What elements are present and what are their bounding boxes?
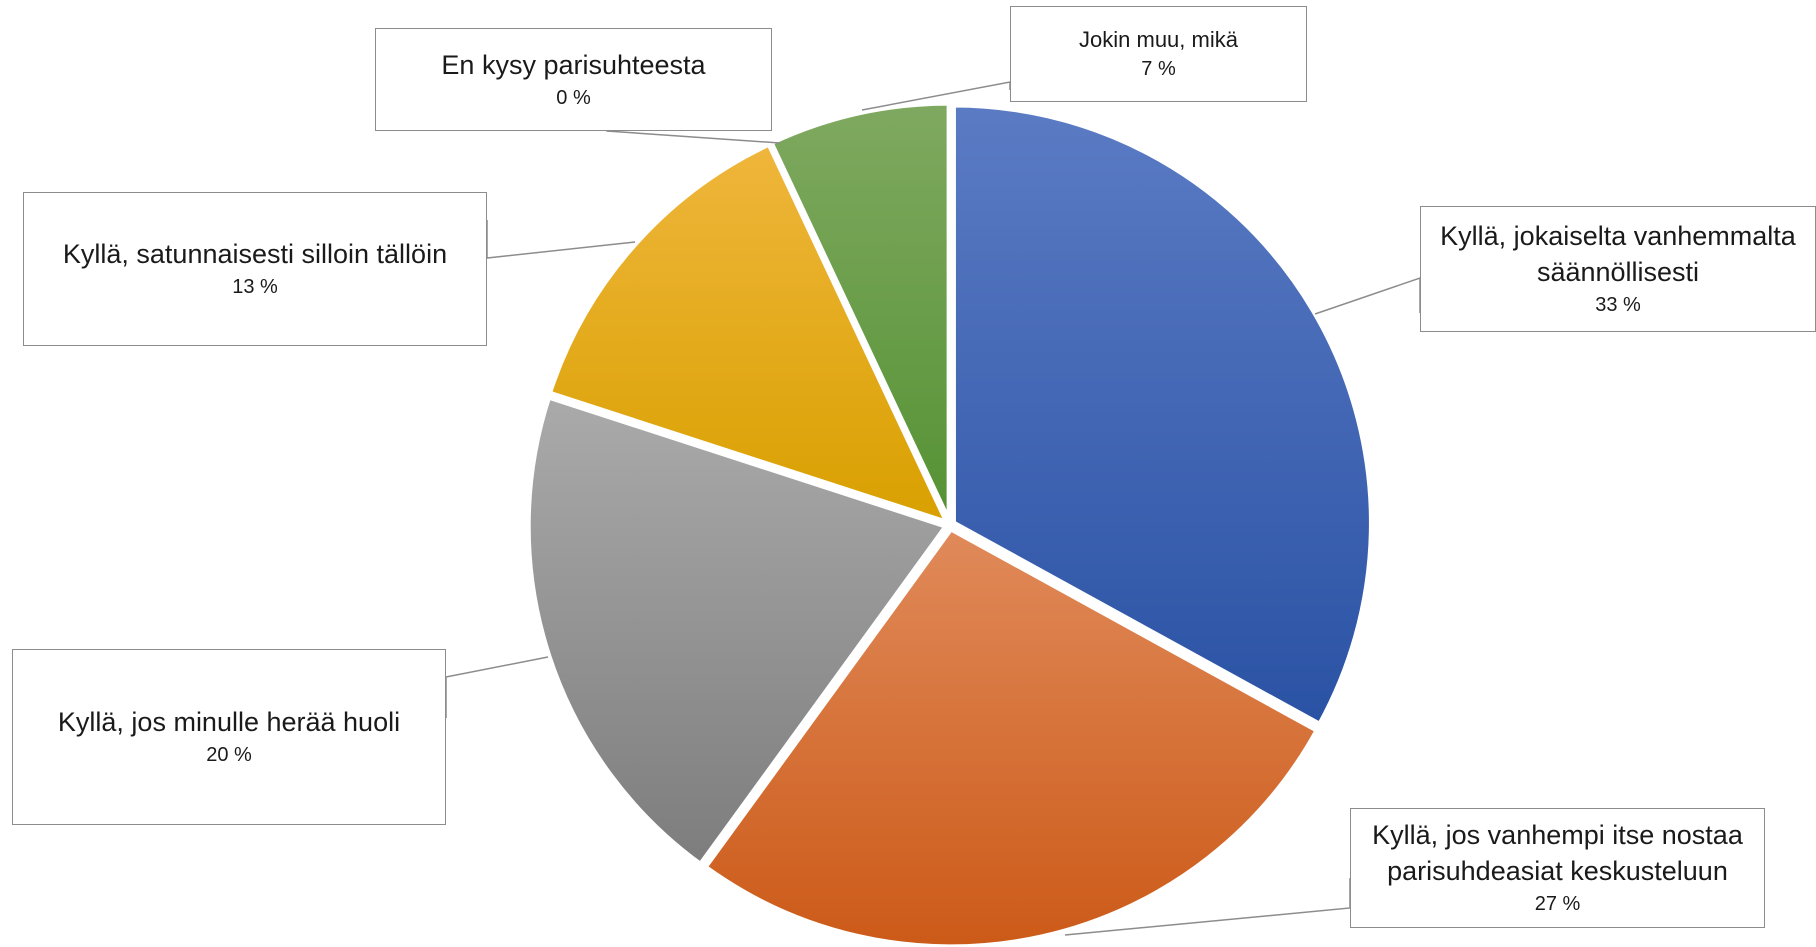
leader-line-slice-4 (486, 220, 636, 259)
slice-5-label: En kysy parisuhteesta (441, 49, 706, 80)
slice-5-value: 0 % (556, 86, 591, 109)
pie-slice-4 (546, 141, 950, 525)
slice-2-label: Kyllä, jos vanhempi itse nostaa parisuhd… (1372, 820, 1743, 886)
slice-1-value: 33 % (1595, 294, 1641, 316)
pie-slice-2 (702, 526, 1320, 947)
pie-slice-3 (525, 394, 949, 867)
pie-slice-6 (768, 100, 952, 524)
callout-slice-2: Kyllä, jos vanhempi itse nostaa parisuhd… (1350, 808, 1765, 928)
slice-4-value: 13 % (232, 276, 278, 298)
slice-2-value: 27 % (1534, 893, 1581, 915)
leader-line-slice-3 (445, 656, 549, 718)
pie-slices (525, 100, 1374, 947)
slice-6-label: Jokin muu, mikä (1079, 27, 1238, 52)
callout-slice-5: En kysy parisuhteesta 0 % (375, 28, 772, 131)
callout-slice-4: Kyllä, satunnaisesti silloin tällöin 13 … (23, 192, 487, 346)
slice-3-value: 20 % (206, 744, 252, 766)
slice-3-label: Kyllä, jos minulle herää huoli (57, 707, 401, 737)
leader-line-slice-1 (1314, 276, 1421, 315)
callout-slice-6: Jokin muu, mikä 7 % (1010, 6, 1307, 102)
callout-slice-1: Kyllä, jokaiselta vanhemmalta säännöllis… (1420, 206, 1816, 332)
callout-slice-3: Kyllä, jos minulle herää huoli 20 % (12, 649, 446, 825)
slice-1-label: Kyllä, jokaiselta vanhemmalta säännöllis… (1440, 221, 1796, 287)
slice-4-label: Kyllä, satunnaisesti silloin tällöin (62, 239, 448, 269)
slice-6-value: 7 % (1141, 58, 1176, 80)
pie-slice-1 (950, 102, 1374, 727)
